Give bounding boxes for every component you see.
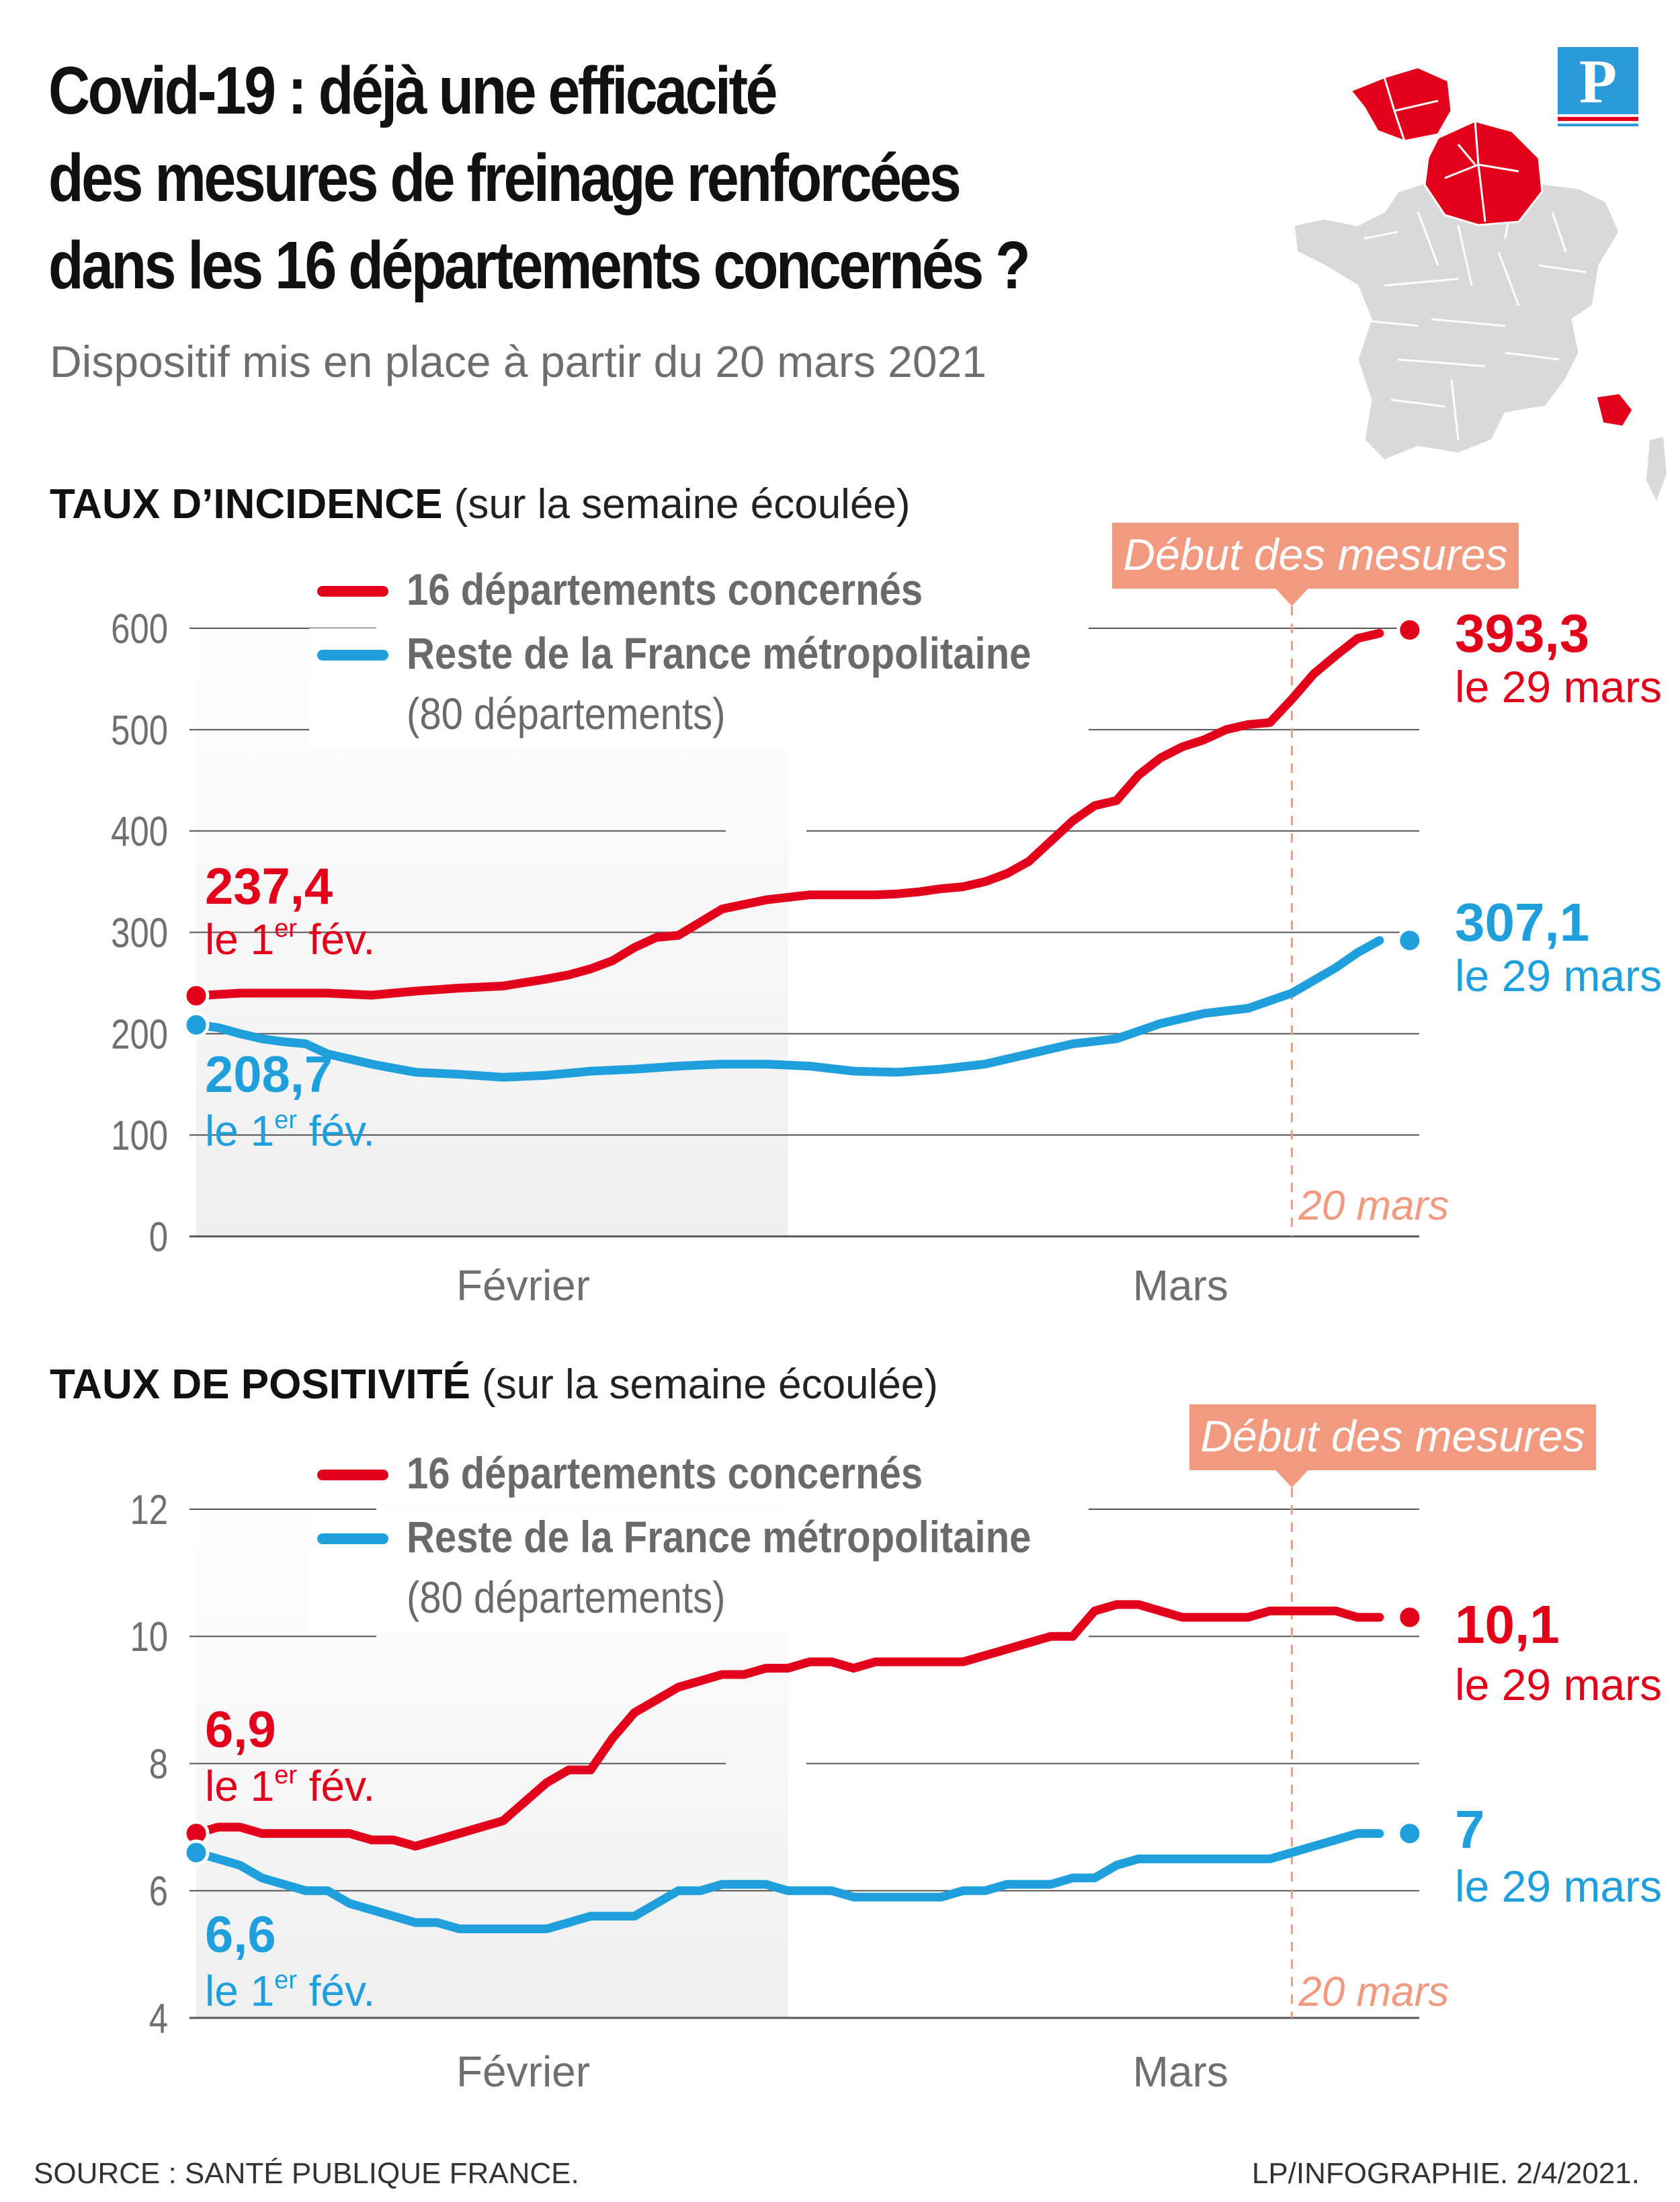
page-subtitle: Dispositif mis en place à partir du 20 m… <box>50 337 986 386</box>
incidence-month-label: Février <box>456 1261 590 1310</box>
incidence-ytick-label: 600 <box>111 606 168 652</box>
incidence-ytick-label: 300 <box>111 911 168 957</box>
positivite-legend-bg <box>309 1448 1068 1509</box>
positivite-ytick-label: 10 <box>130 1615 168 1661</box>
positivite-start-point-blue <box>183 1839 210 1866</box>
page-title: Covid-19 : déjà une efficacité des mesur… <box>48 47 1118 309</box>
incidence-event-label: Début des mesures <box>1123 530 1507 579</box>
positivite-end-point-red <box>1396 1604 1423 1631</box>
positivite-end-value-red: 10,1 <box>1455 1595 1560 1654</box>
incidence-legend-bg <box>309 564 1068 625</box>
logo-letter: P <box>1579 47 1617 116</box>
incidence-section-title: TAUX D’INCIDENCE (sur la semaine écoulée… <box>50 480 911 528</box>
positivite-legend-label: 16 départements concernés <box>407 1449 923 1498</box>
title-line-1: Covid-19 : déjà une efficacité <box>48 53 778 128</box>
incidence-end-value-blue: 307,1 <box>1455 892 1589 952</box>
positivite-event-label: Début des mesures <box>1200 1411 1585 1461</box>
france-departments-map-icon <box>1292 66 1667 501</box>
positivite-ytick-label: 12 <box>130 1487 168 1533</box>
positivite-start-value-red: 6,9 <box>205 1701 276 1759</box>
incidence-series-line-red <box>192 629 1384 1001</box>
positivite-event-banner <box>1189 1404 1596 1470</box>
incidence-start-point-blue <box>183 1011 210 1038</box>
incidence-end-date-red: le 29 mars <box>1455 662 1662 712</box>
incidence-ytick-label: 0 <box>149 1214 168 1261</box>
positivite-event-banner-pointer <box>1275 1470 1308 1488</box>
incidence-legend-bg <box>309 628 1068 689</box>
title-line-3: dans les 16 départements concernés ? <box>48 228 1031 303</box>
incidence-title-light: (sur la semaine écoulée) <box>454 481 911 527</box>
incidence-start-date-blue: le 1er fév. <box>205 1106 375 1155</box>
positivite-end-value-blue: 7 <box>1455 1799 1485 1859</box>
incidence-legend-label: (80 départements) <box>407 690 725 739</box>
incidence-event-banner-pointer <box>1275 589 1308 606</box>
incidence-start-point-red <box>183 982 210 1009</box>
incidence-month-label: Mars <box>1133 1261 1228 1310</box>
incidence-start-value-red: 237,4 <box>205 858 333 915</box>
source-note: SOURCE : SANTÉ PUBLIQUE FRANCE. <box>34 2157 579 2190</box>
incidence-legend-label: Reste de la France métropolitaine <box>407 630 1031 679</box>
incidence-ytick-label: 100 <box>111 1113 168 1159</box>
positivite-end-point-blue <box>1396 1820 1423 1847</box>
positivite-start-value-blue: 6,6 <box>205 1906 276 1963</box>
incidence-title-bold: TAUX D’INCIDENCE <box>50 481 443 527</box>
incidence-ytick-label: 500 <box>111 708 168 754</box>
positivite-title-light: (sur la semaine écoulée) <box>482 1361 938 1408</box>
positivite-end-date-red: le 29 mars <box>1455 1660 1662 1709</box>
positivite-legend-bg <box>309 1512 1068 1572</box>
incidence-series-line-blue <box>192 936 1384 1082</box>
incidence-end-point-blue <box>1396 927 1423 954</box>
positivite-ytick-label: 4 <box>149 1996 168 2042</box>
positivite-ytick-label: 8 <box>149 1742 168 1788</box>
credit-note: LP/INFOGRAPHIE. 2/4/2021. <box>1251 2157 1640 2190</box>
incidence-end-date-blue: le 29 mars <box>1455 951 1662 1001</box>
positivite-legend-label: (80 départements) <box>407 1574 725 1623</box>
positivite-month-label: Février <box>456 2047 590 2096</box>
positivite-series-line-red <box>192 1600 1384 1851</box>
title-line-2: des mesures de freinage renforcées <box>48 140 962 216</box>
incidence-ytick-label: 400 <box>111 809 168 855</box>
positivite-title-bold: TAUX DE POSITIVITÉ <box>50 1361 470 1408</box>
le-parisien-logo-icon: P <box>1558 47 1638 126</box>
positivite-ytick-label: 6 <box>149 1869 168 1915</box>
incidence-start-date-red: le 1er fév. <box>205 915 375 964</box>
incidence-legend-label: 16 départements concernés <box>407 566 923 615</box>
positivite-series-line-blue <box>192 1829 1384 1933</box>
incidence-end-value-red: 393,3 <box>1455 603 1589 663</box>
incidence-end-point-red <box>1396 617 1423 644</box>
incidence-event-banner <box>1112 523 1519 589</box>
positivite-start-date-red: le 1er fév. <box>205 1761 375 1810</box>
positivite-legend-label: Reste de la France métropolitaine <box>407 1513 1031 1562</box>
positivite-start-date-blue: le 1er fév. <box>205 1966 375 2015</box>
positivite-end-date-blue: le 29 mars <box>1455 1861 1662 1911</box>
positivite-legend-bg <box>309 1572 1068 1633</box>
positivite-month-label: Mars <box>1133 2047 1228 2096</box>
incidence-start-value-blue: 208,7 <box>205 1046 333 1103</box>
incidence-event-date: 20 mars <box>1298 1183 1449 1229</box>
incidence-legend-bg <box>309 689 1068 749</box>
incidence-ytick-label: 200 <box>111 1012 168 1058</box>
positivite-section-title: TAUX DE POSITIVITÉ (sur la semaine écoul… <box>50 1361 938 1408</box>
positivite-event-date: 20 mars <box>1298 1969 1449 2015</box>
